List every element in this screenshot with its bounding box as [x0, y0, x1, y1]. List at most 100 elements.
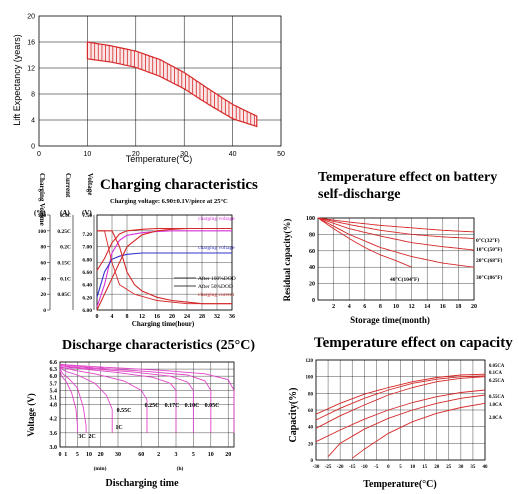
life-xtick-label: 0 [37, 151, 41, 158]
tempcap-series-label: 1.0CA [489, 403, 502, 408]
selfdis-series-line [317, 217, 475, 239]
discharge-xtick-label: 2 [157, 452, 160, 458]
selfdis-series-label: 40°C(104°F) [390, 276, 419, 283]
discharge-ytick-label: 4.2 [50, 417, 58, 423]
tempcap-xtick-label: 15 [422, 465, 428, 470]
charging-label-v-mid: charging voltage [198, 245, 235, 251]
life-ytick-label: 0 [31, 144, 35, 151]
charging-a-tick: 0.1C [60, 276, 71, 282]
charging-xtick-label: 16 [154, 314, 160, 320]
selfdis-ylabel: Residual capacity(%) [282, 219, 292, 302]
discharge-title: Discharge characteristics (25°C) [62, 338, 255, 353]
selfdis-xtick-label: 8 [379, 304, 382, 310]
discharge-series-label: 0.17C [165, 403, 180, 409]
tempcap-series-line [315, 375, 486, 421]
tempcap-series-label: 0.1CA [489, 371, 502, 376]
tempcap-xtick-label: 40 [483, 465, 489, 470]
discharge-series-line [59, 365, 177, 391]
discharge-xtick-label: 1 [64, 452, 67, 458]
tempcap-xtick-label: 35 [470, 465, 476, 470]
charging-pct-tick: 0 [43, 308, 46, 314]
selfdis-xtick-label: 6 [363, 304, 366, 310]
selfdis-ytick-label: 0 [312, 298, 315, 304]
discharge-ytick-label: 4.8 [50, 403, 58, 409]
discharge-xtick-label: 5 [192, 452, 195, 458]
tempcap-xtick-label: -25 [325, 465, 332, 470]
selfdis-ytick-label: 60 [309, 249, 315, 255]
discharge-xtick-label: 10 [208, 452, 214, 458]
life-xtick-label: 10 [84, 151, 92, 158]
selfdis-series-line [317, 217, 475, 233]
tempcap-ytick-label: 0 [311, 459, 314, 464]
selfdis-xtick-label: 2 [332, 304, 335, 310]
life-xtick-label: 40 [229, 151, 237, 158]
charging-v-tick: 6.80 [82, 257, 92, 263]
charging-pct-tick: 100 [38, 229, 47, 235]
tempcap-series-line [351, 402, 486, 459]
tempcap-ytick-label: 120 [306, 359, 314, 364]
life-ylabel: Lift Expectancy (years) [12, 34, 22, 126]
discharge-xtick-label: 10 [86, 452, 92, 458]
tempcap-xtick-label: -20 [337, 465, 344, 470]
charging-xtick-label: 32 [214, 314, 220, 320]
tempcap-xtick-label: 5 [399, 465, 402, 470]
tempcap-series-line [315, 376, 486, 429]
discharge-characteristics-chart: Discharge characteristics (25°C) Voltage… [26, 338, 255, 489]
discharge-series-label: 3C [78, 434, 85, 440]
charging-xtick-label: 28 [199, 314, 205, 320]
charging-v-tick: 7.50 [82, 213, 92, 219]
selfdis-series-label: 10°C(50°F) [476, 246, 503, 253]
discharge-xtick-label: 20 [98, 452, 104, 458]
charging-current-line [97, 230, 232, 305]
charging-pct-tick: 40 [41, 276, 47, 282]
charging-pct-tick: 20 [41, 292, 47, 298]
charging-pct-tick: 60 [41, 261, 47, 267]
discharge-series-label: 2C [88, 434, 95, 440]
tempcap-series-label: 0.25CA [489, 379, 505, 384]
charging-col-head-current: Current [64, 173, 72, 198]
selfdis-title-line1: Temperature effect on battery [318, 170, 497, 185]
life-xtick-label: 50 [277, 151, 285, 158]
charging-xlabel: Charging time(hour) [132, 320, 195, 328]
charging-v-tick: 6.40 [82, 283, 92, 289]
charging-v-tick: 7.00 [82, 245, 92, 251]
selfdis-xlabel: Storage time(month) [350, 315, 430, 325]
discharge-series-line [59, 363, 212, 391]
charging-unit-pct: (%) [34, 209, 46, 217]
legend-50dod: After 50%DOD [198, 283, 233, 290]
discharge-series-line [59, 370, 78, 426]
life-plot-frame [38, 15, 282, 147]
tempcap-xtick-label: 0 [387, 465, 390, 470]
discharge-ytick-label: 6.6 [50, 360, 58, 366]
charging-col-head-voltage: Voltage [86, 173, 94, 195]
tempcap-xtick-label: 25 [446, 465, 452, 470]
life-xlabel: Temperature(°C) [126, 154, 193, 164]
discharge-series-label: 1C [115, 425, 122, 431]
charging-v-tick: 6.20 [82, 295, 92, 301]
charging-col-head-volume: Charging Volume [38, 173, 46, 226]
charging-xtick-label: 0 [96, 314, 99, 320]
charging-a-tick: 0.25C [57, 229, 71, 235]
tempcap-ytick-label: 80 [308, 392, 314, 397]
life-ytick-label: 8 [31, 92, 35, 99]
selfdis-ytick-label: 40 [309, 265, 315, 271]
discharge-series-line [59, 368, 87, 426]
life-xtick-label: 30 [180, 151, 188, 158]
selfdis-series-label: 20°C(68°F) [476, 257, 503, 264]
charging-label-current: charging current [198, 292, 235, 298]
tempcap-series-line [327, 394, 486, 458]
charging-subtitle: Charging voltage: 6.90±0.1V/piece at 25°… [110, 198, 228, 205]
discharge-ytick-label: 6.3 [50, 367, 58, 373]
tempcap-xtick-label: 10 [410, 465, 416, 470]
selfdis-xtick-label: 18 [455, 304, 461, 310]
discharge-xtick-label: 0 [59, 452, 62, 458]
life-ytick-label: 16 [27, 40, 35, 47]
discharge-xtick-label: 30 [115, 452, 121, 458]
discharge-ytick-label: 3.0 [50, 445, 58, 451]
charging-a-tick: 0.05C [57, 292, 71, 298]
charging-characteristics-chart: Charging characteristics Charging voltag… [34, 173, 258, 328]
selfdis-series-line [317, 217, 475, 268]
charging-unit-a: (A) [60, 209, 70, 217]
life-ytick-label: 20 [27, 14, 35, 21]
charging-label-v-top: charging voltage [198, 216, 235, 222]
